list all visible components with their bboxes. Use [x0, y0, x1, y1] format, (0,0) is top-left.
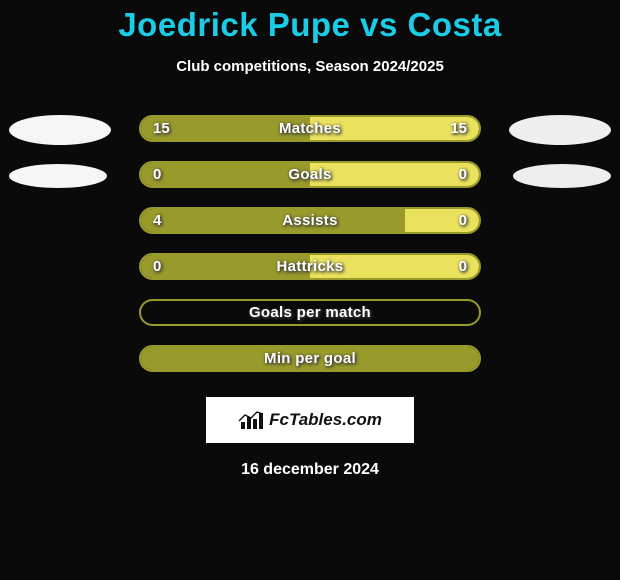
stat-row: 1515Matches	[0, 115, 620, 161]
brand-text: FcTables.com	[269, 410, 382, 430]
stat-label: Goals per match	[141, 301, 479, 324]
stat-label: Matches	[141, 117, 479, 140]
stat-row: 00Goals	[0, 161, 620, 207]
stat-label: Hattricks	[141, 255, 479, 278]
brand-badge: FcTables.com	[206, 397, 414, 443]
stat-label: Goals	[141, 163, 479, 186]
stat-bar: 1515Matches	[139, 115, 481, 142]
stat-label: Assists	[141, 209, 479, 232]
stat-bar: Goals per match	[139, 299, 481, 326]
brand-chart-icon	[238, 409, 264, 431]
brand-inner: FcTables.com	[238, 409, 382, 431]
stat-row: Min per goal	[0, 345, 620, 391]
date-text: 16 december 2024	[0, 461, 620, 479]
player1-ellipse	[9, 164, 107, 188]
page-title: Joedrick Pupe vs Costa	[0, 6, 620, 44]
vs-text: vs	[360, 6, 398, 43]
stat-row: 40Assists	[0, 207, 620, 253]
player2-name: Costa	[407, 6, 501, 43]
player2-ellipse	[509, 115, 611, 145]
player2-ellipse	[513, 164, 611, 188]
stat-bar: 40Assists	[139, 207, 481, 234]
stat-bar: 00Hattricks	[139, 253, 481, 280]
stat-row: Goals per match	[0, 299, 620, 345]
bars-region: 1515Matches 00Goals 40Assists 00Hattricks Go…	[0, 115, 620, 391]
comparison-container: Joedrick Pupe vs Costa Club competitions…	[0, 0, 620, 580]
stat-bar: 00Goals	[139, 161, 481, 188]
subtitle: Club competitions, Season 2024/2025	[0, 58, 620, 75]
player1-ellipse	[9, 115, 111, 145]
stat-label: Min per goal	[141, 347, 479, 370]
stat-bar: Min per goal	[139, 345, 481, 372]
player1-name: Joedrick Pupe	[118, 6, 350, 43]
stat-row: 00Hattricks	[0, 253, 620, 299]
